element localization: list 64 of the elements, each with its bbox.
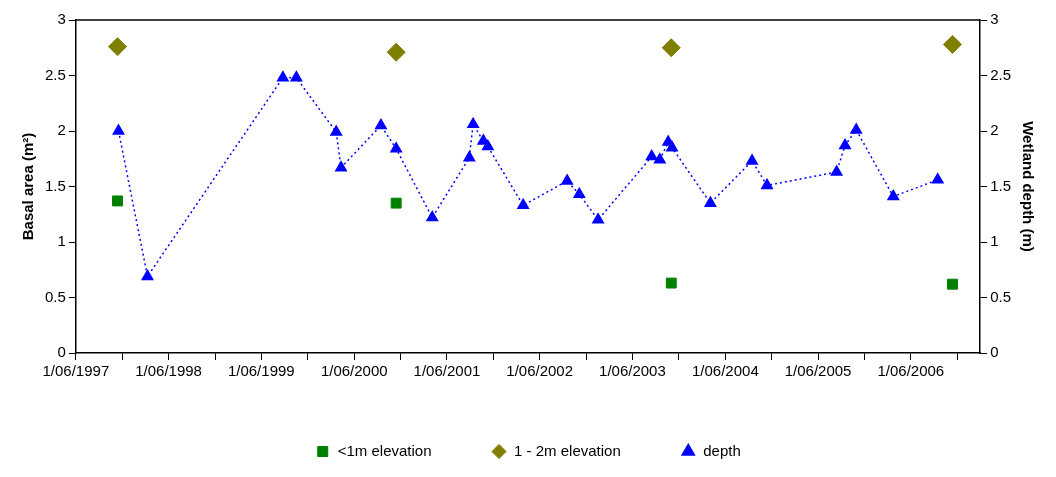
x-tick-label: 1/06/1999 — [227, 362, 295, 380]
legend-label: 1 - 2m elevation — [514, 441, 621, 459]
point — [330, 125, 343, 136]
x-tick-label: 1/06/2003 — [599, 362, 666, 380]
point — [335, 160, 347, 172]
y-tick-label: 1.5 — [44, 176, 66, 194]
legend-label: <1m elevation — [337, 441, 432, 459]
y-tick-label: 0 — [57, 343, 66, 361]
point — [290, 70, 303, 82]
point — [141, 269, 154, 281]
point — [666, 140, 678, 152]
point — [947, 278, 958, 290]
y2-tick-label: 1 — [990, 232, 999, 250]
point — [390, 142, 403, 153]
point — [467, 117, 480, 129]
point — [839, 138, 851, 150]
point — [830, 165, 843, 176]
x-tick-label: 1/06/1997 — [42, 362, 110, 380]
point — [931, 173, 944, 184]
y2-tick-label: 0 — [990, 343, 999, 361]
y2-tick-label: 2 — [990, 121, 999, 139]
point — [645, 149, 658, 161]
point — [108, 37, 128, 57]
y2-tick-label: 1.5 — [990, 176, 1012, 194]
point — [517, 198, 530, 210]
x-tick-label: 1/06/2001 — [413, 362, 481, 380]
point — [761, 178, 773, 190]
y2-tick-label: 0.5 — [990, 287, 1012, 305]
y-axis-title: Basal area (m²) — [19, 132, 37, 241]
point — [374, 118, 387, 130]
point — [386, 42, 406, 62]
point — [112, 195, 123, 207]
point — [426, 210, 439, 222]
y-tick-label: 1 — [57, 232, 66, 250]
point — [746, 154, 758, 165]
y2-tick-label: 3 — [990, 10, 999, 28]
point — [661, 38, 681, 58]
point — [481, 139, 494, 151]
point — [112, 124, 125, 135]
point — [653, 153, 666, 164]
x-tick-label: 1/06/2004 — [692, 362, 759, 380]
y-tick-label: 2 — [57, 121, 66, 139]
point — [573, 187, 586, 199]
y-tick-label: 0.5 — [44, 287, 66, 305]
x-tick-label: 1/06/2006 — [877, 362, 945, 380]
x-tick-label: 1/06/2000 — [320, 362, 388, 380]
point — [276, 70, 289, 82]
y-tick-label: 2.5 — [44, 65, 66, 83]
point — [561, 174, 574, 185]
y2-tick-label: 2.5 — [990, 65, 1012, 83]
x-tick-label: 1/06/1998 — [135, 362, 202, 380]
x-tick-label: 1/06/2005 — [784, 362, 852, 380]
y-tick-label: 3 — [57, 10, 66, 28]
point — [850, 123, 863, 134]
x-tick-label: 1/06/2002 — [506, 362, 574, 380]
legend-label: depth — [703, 441, 741, 459]
point — [887, 189, 900, 201]
y2-axis-title: Wetland depth (m) — [1019, 121, 1037, 252]
point — [463, 150, 476, 162]
point — [942, 34, 962, 54]
point — [592, 213, 605, 224]
point — [390, 197, 402, 209]
point — [704, 196, 717, 207]
point — [665, 277, 677, 289]
